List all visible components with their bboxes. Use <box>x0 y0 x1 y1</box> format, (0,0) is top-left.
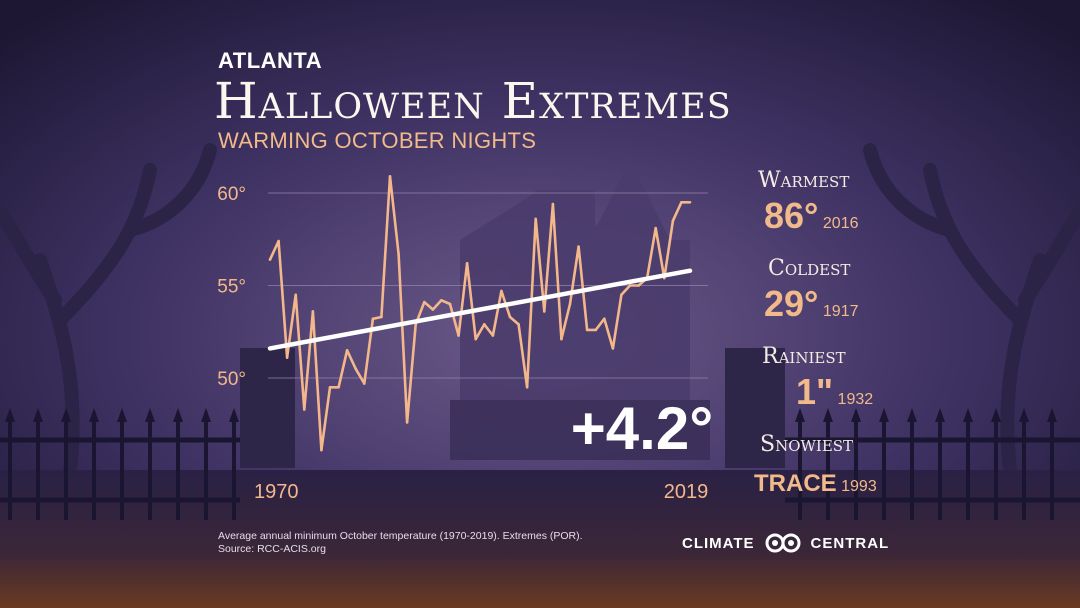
footnote: Average annual minimum October temperatu… <box>218 530 583 556</box>
stat-rainiest-label: Rainiest <box>762 344 846 369</box>
stat-snowiest: TRACE 1993 <box>754 470 877 498</box>
tree-left <box>0 143 217 477</box>
x-tick-label: 2019 <box>664 481 709 503</box>
y-tick-label: 55° <box>217 277 246 298</box>
data-point <box>431 308 435 311</box>
stat-warmest-year: 2016 <box>822 215 859 232</box>
city-label: ATLANTA <box>218 48 323 73</box>
data-point <box>380 315 383 319</box>
data-point <box>551 202 555 206</box>
data-point <box>620 293 623 297</box>
data-point <box>577 245 580 248</box>
data-point <box>671 219 675 223</box>
stat-warmest-label: Warmest <box>758 168 850 193</box>
stat-coldest-label: Coldest <box>768 256 851 281</box>
stat-warmest: 86° 2016 <box>764 195 859 237</box>
data-point <box>294 293 298 297</box>
stat-rainiest: 1" 1932 <box>796 371 873 413</box>
data-point <box>560 337 563 341</box>
data-point <box>602 317 606 321</box>
brand-left-text: CLIMATE <box>682 534 755 552</box>
data-point <box>680 200 683 204</box>
y-tick-label: 50° <box>217 369 246 390</box>
data-point <box>277 239 280 243</box>
data-point <box>337 385 340 389</box>
data-point <box>354 367 358 371</box>
stat-warmest-value: 86° <box>764 195 819 236</box>
y-tick-label: 60° <box>217 184 246 205</box>
trend-line <box>267 268 693 351</box>
x-tick-label: 1970 <box>254 481 299 503</box>
data-point <box>302 408 306 411</box>
data-point <box>482 323 486 326</box>
data-point <box>654 226 658 230</box>
data-point <box>628 284 632 287</box>
trend-annotation: +4.2° <box>571 395 713 462</box>
data-point <box>594 328 598 332</box>
data-point <box>328 385 332 389</box>
data-point <box>405 421 409 424</box>
data-point <box>585 328 589 332</box>
stat-snowiest-year: 1993 <box>841 478 877 495</box>
stat-coldest: 29° 1917 <box>764 283 859 325</box>
data-point <box>448 302 452 306</box>
data-point <box>397 252 400 256</box>
data-point <box>517 323 520 326</box>
data-point <box>285 356 289 359</box>
footnote-source: Source: RCC-ACIS.org <box>218 543 326 555</box>
data-point <box>525 385 529 389</box>
data-point <box>440 299 443 302</box>
data-point <box>491 334 495 337</box>
data-point <box>688 200 692 204</box>
data-point <box>311 310 315 313</box>
data-point <box>268 258 272 261</box>
data-point <box>362 382 366 385</box>
climate-central-logo: CLIMATE CENTRAL <box>682 532 889 554</box>
fence-posts <box>5 408 1057 520</box>
stat-rainiest-value: 1" <box>796 371 834 412</box>
data-point <box>637 284 640 287</box>
data-point <box>611 347 615 350</box>
data-point <box>422 300 426 304</box>
tree-right <box>863 143 1080 477</box>
data-point <box>465 262 469 265</box>
page-subtitle: WARMING OCTOBER NIGHTS <box>218 128 537 153</box>
data-point <box>371 317 375 321</box>
brand-right-text: CENTRAL <box>810 534 890 552</box>
page-title: Halloween Extremes <box>214 72 732 130</box>
stat-coldest-value: 29° <box>764 283 819 324</box>
data-point <box>542 310 546 313</box>
data-point <box>474 337 478 341</box>
series-line <box>268 175 690 452</box>
footnote-description: Average annual minimum October temperatu… <box>218 530 583 542</box>
data-point <box>500 289 503 293</box>
data-point <box>508 315 512 319</box>
data-point <box>568 302 572 306</box>
stat-rainiest-year: 1932 <box>837 391 874 408</box>
data-point <box>534 217 538 221</box>
data-point <box>320 448 323 452</box>
data-point <box>388 175 392 178</box>
climate-central-logo-icon <box>765 533 801 553</box>
stat-coldest-year: 1917 <box>822 303 859 320</box>
stat-snowiest-value: TRACE <box>754 470 837 497</box>
stat-snowiest-label: Snowiest <box>760 432 854 457</box>
data-point <box>345 348 349 352</box>
data-point <box>457 334 460 337</box>
